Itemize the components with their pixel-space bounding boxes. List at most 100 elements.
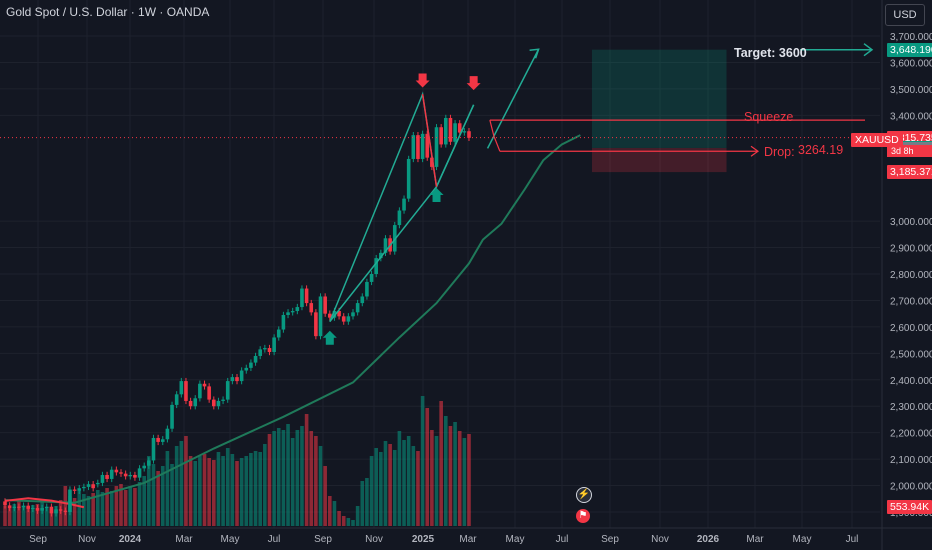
volume-bar (263, 444, 267, 526)
candle-body (7, 505, 12, 509)
volume-bar (12, 504, 17, 526)
candle-body (207, 386, 211, 400)
candle-body (119, 472, 123, 474)
volume-bar (100, 492, 105, 526)
candle-body (100, 474, 105, 483)
volume-bar (286, 424, 290, 526)
price-tick-label: 2,800.000 (890, 270, 932, 281)
volume-bar (119, 484, 123, 526)
candle-body (12, 506, 17, 509)
volume-bar (434, 436, 439, 526)
lightning-icon[interactable]: ⚡ (576, 487, 592, 503)
volume-bar (351, 520, 355, 526)
candle-body (346, 316, 351, 322)
candle-body (77, 488, 82, 491)
candle-body (179, 381, 184, 395)
candle-body (258, 349, 262, 356)
time-tick-label: Jul (268, 534, 281, 545)
volume-bar (267, 434, 272, 526)
volume-bar (82, 494, 86, 526)
volume-bar (193, 461, 198, 526)
volume-bar (17, 501, 21, 526)
candle-body (425, 133, 430, 158)
price-tick-label: 2,700.000 (890, 296, 932, 307)
volume-bar (388, 444, 392, 526)
volume-bar (96, 490, 100, 526)
buy-arrow-icon (429, 187, 444, 202)
candle-body (216, 400, 221, 407)
candle-body (406, 158, 411, 199)
candle-body (300, 288, 304, 308)
projection-arrow-line[interactable] (486, 48, 540, 149)
volume-bar (448, 426, 453, 526)
time-tick-label: Mar (175, 534, 193, 545)
currency-button[interactable]: USD (885, 4, 925, 26)
volume-bar (151, 464, 156, 526)
candle-body (318, 296, 323, 337)
candle-body (105, 474, 109, 479)
price-tick-label: 3,500.000 (890, 85, 932, 96)
volume-bar (174, 446, 179, 526)
symbol-badge: XAUUSD (851, 133, 903, 147)
stop-zone[interactable] (591, 147, 727, 173)
volume-bar (128, 486, 133, 526)
candle-body (295, 307, 300, 312)
candle-body (21, 505, 26, 508)
candle-body (151, 437, 156, 461)
volume-bar (160, 466, 165, 526)
candle-body (351, 312, 355, 317)
candle-body (40, 508, 44, 511)
volume-bar (290, 438, 295, 526)
volume-bar (392, 450, 397, 526)
candle-body (328, 313, 332, 318)
volume-bar (137, 482, 142, 526)
candle-body (91, 484, 95, 489)
volume-bar (86, 496, 91, 526)
volume-bar (295, 430, 300, 526)
candle-body (193, 398, 198, 407)
candle-body (397, 210, 402, 226)
volume-bar (165, 451, 170, 526)
candle-body (281, 314, 286, 330)
candle-body (184, 381, 188, 401)
candle-body (230, 377, 235, 382)
volume-bar (147, 456, 151, 526)
candle-body (142, 465, 146, 469)
target-zone[interactable] (591, 49, 727, 148)
candle-body (35, 508, 40, 511)
drop-arrow-head (750, 145, 760, 157)
candle-body (467, 131, 471, 138)
candle-body (54, 509, 58, 514)
candle-body (239, 370, 244, 382)
candle-body (457, 123, 462, 133)
volume-bar (258, 452, 262, 526)
volume-bar (411, 446, 416, 526)
volume-bar (225, 448, 230, 526)
volume-bar (188, 456, 193, 526)
volume-bar (272, 431, 276, 526)
price-tick-label: 3,700.000 (890, 32, 932, 43)
candle-body (369, 274, 374, 282)
volume-bar (318, 446, 323, 526)
volume-bar (300, 426, 304, 526)
price-badge: 553.94K (887, 500, 932, 514)
squeeze-line-side[interactable] (489, 119, 501, 152)
candle-body (439, 127, 443, 145)
volume-bar (7, 508, 12, 526)
flag-icon[interactable]: ⚑ (576, 509, 590, 523)
price-tick-label: 2,600.000 (890, 323, 932, 334)
time-tick-label: Mar (746, 534, 764, 545)
symbol-title: Gold Spot / U.S. Dollar · 1W · OANDA (6, 5, 210, 19)
volume-bar (72, 498, 77, 526)
volume-bar (365, 478, 369, 526)
candle-body (170, 404, 174, 429)
volume-bar (26, 507, 30, 526)
volume-bar (276, 428, 281, 526)
pattern-drop-line[interactable] (421, 94, 438, 187)
volume-bar (397, 431, 402, 526)
short-moving-average-line (4, 497, 85, 509)
drop-value: 3264.19 (798, 143, 844, 157)
candle-body (133, 474, 137, 478)
